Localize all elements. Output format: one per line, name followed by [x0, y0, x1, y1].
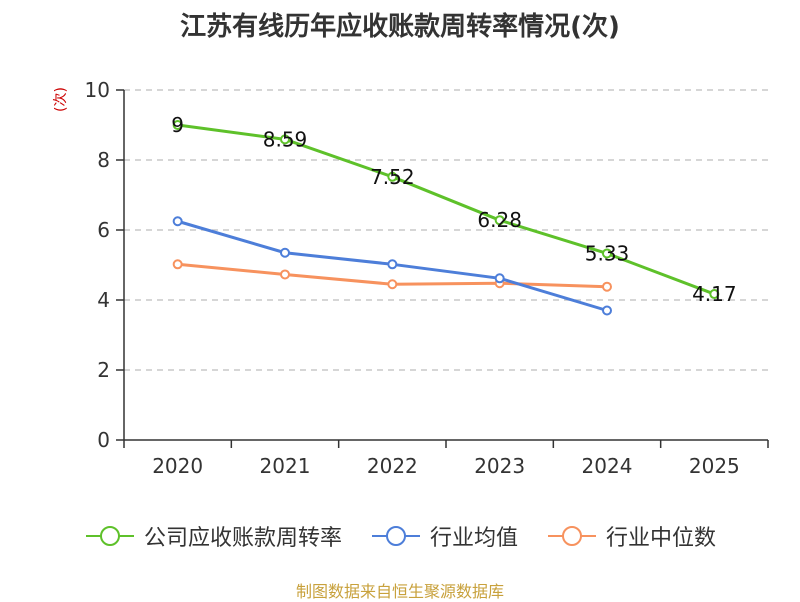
point-median-2022 [387, 279, 398, 290]
point-median-2021 [280, 269, 290, 280]
x-tick-label-2022: 2022 [367, 454, 418, 478]
legend-item-company[interactable]: 公司应收账款周转率 [84, 520, 342, 552]
point-avg-2021 [280, 247, 290, 258]
point-company-2023 [494, 215, 505, 226]
axes: 0 2 4 6 8 10 2020 2021 2022 2023 2024 2025 [85, 78, 769, 478]
data-label-company-2020: 9 [171, 113, 184, 137]
y-tick-label-8: 8 [97, 148, 110, 172]
legend-company-label: 公司应收账款周转率 [143, 526, 342, 551]
point-median-2020 [172, 259, 183, 270]
y-tick-label-10: 10 [85, 78, 110, 102]
chart-title: 江苏有线历年应收账款周转率情况(次) [180, 12, 620, 42]
legend-item-median[interactable]: 行业中位数 [546, 520, 716, 552]
point-company-2024 [602, 248, 612, 259]
legend-avg-icon [371, 526, 420, 546]
point-avg-2024 [602, 305, 612, 316]
point-avg-2020 [172, 216, 183, 227]
point-company-2020 [172, 120, 183, 130]
point-company-2025 [709, 289, 720, 300]
data-labels: 9 8.59 7.52 6.28 5.33 4.17 [171, 113, 736, 306]
legend-avg-label: 行业均值 [429, 526, 518, 551]
y-tick-label-0: 0 [97, 428, 110, 452]
data-label-company-2021: 8.59 [263, 127, 308, 151]
x-tick-label-2024: 2024 [582, 454, 633, 478]
x-tick-label-2021: 2021 [260, 454, 311, 478]
data-label-company-2025: 4.17 [692, 282, 737, 306]
series-lines [172, 120, 720, 316]
x-tick-label-2020: 2020 [152, 454, 203, 478]
x-tick-label-2023: 2023 [474, 454, 525, 478]
data-label-company-2023: 6.28 [477, 208, 522, 232]
point-company-2021 [280, 134, 290, 145]
legend-item-avg[interactable]: 行业均值 [370, 520, 518, 552]
data-label-company-2022: 7.52 [370, 165, 415, 189]
x-tick-label-2025: 2025 [689, 454, 740, 478]
point-avg-2023 [494, 273, 505, 284]
point-company-2022 [387, 171, 398, 182]
legend-company-icon [85, 526, 134, 546]
grid-lines [124, 89, 768, 371]
y-tick-label-6: 6 [97, 218, 110, 242]
data-label-company-2024: 5.33 [585, 241, 630, 265]
series-line-company [177, 123, 715, 296]
y-tick-label-2: 2 [97, 358, 110, 382]
point-avg-2022 [387, 259, 398, 270]
point-median-2024 [602, 281, 612, 292]
legend: 公司应收账款周转率 行业均值 行业中位数 [0, 520, 800, 552]
source-footer: 制图数据来自恒生聚源数据库 [295, 582, 504, 601]
y-tick-label-4: 4 [97, 288, 110, 312]
legend-median-label: 行业中位数 [606, 526, 717, 551]
legend-median-icon [548, 526, 596, 546]
